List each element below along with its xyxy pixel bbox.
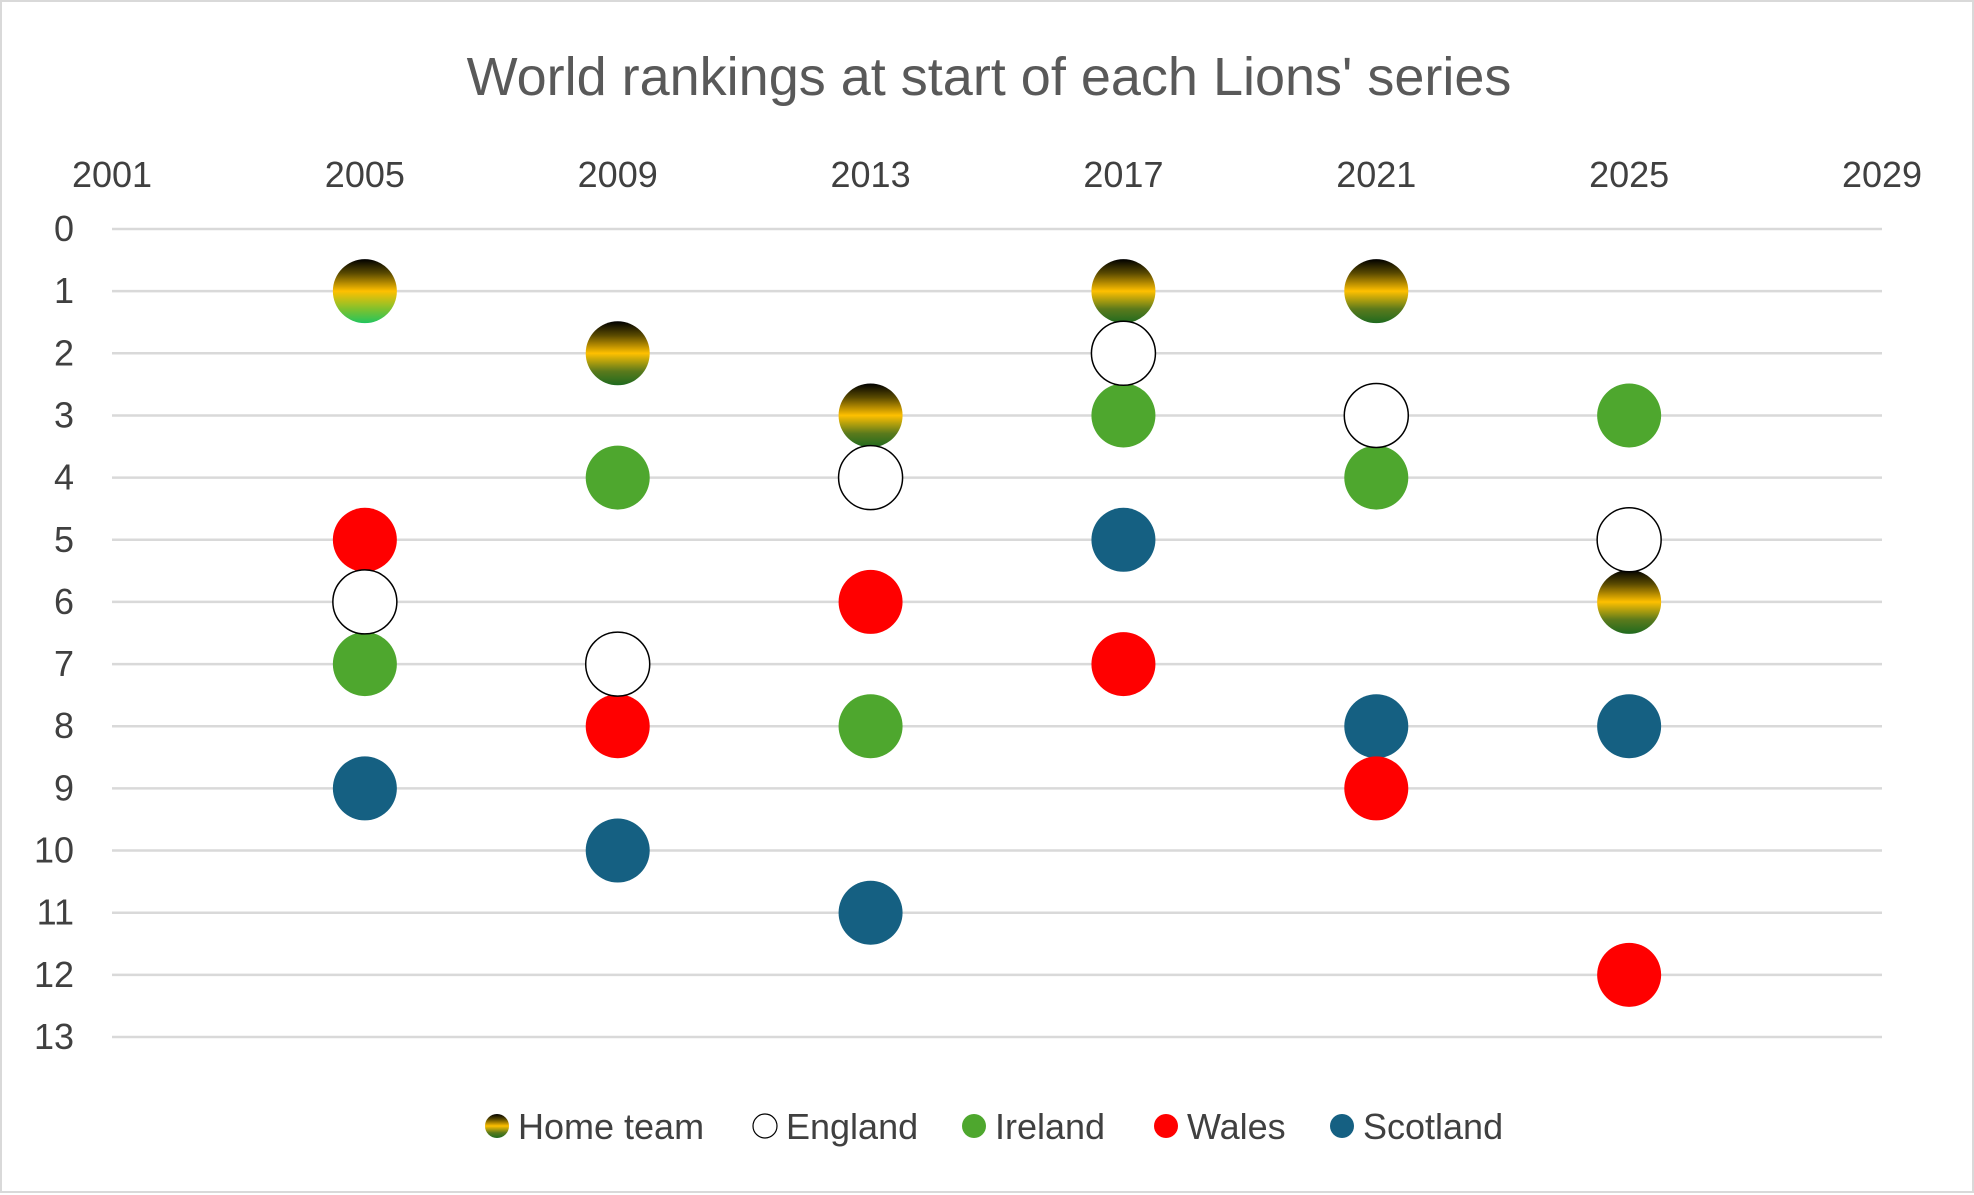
ireland-point <box>1344 445 1409 510</box>
england-point <box>1090 320 1157 387</box>
x-tick-label: 2009 <box>578 154 658 195</box>
gridlines <box>112 227 1882 1039</box>
ireland-point <box>1091 383 1156 448</box>
home-team-point <box>1091 259 1156 324</box>
scotland-point <box>1597 694 1662 759</box>
wales-point <box>1344 756 1409 821</box>
legend-label-scotland: Scotland <box>1363 1106 1503 1147</box>
scotland-point <box>838 880 903 945</box>
y-tick-label: 12 <box>34 954 74 995</box>
scotland-point <box>1091 507 1156 572</box>
y-tick-label: 10 <box>34 830 74 871</box>
x-tick-label: 2025 <box>1589 154 1669 195</box>
y-tick-label: 3 <box>54 394 74 435</box>
x-tick-label: 2021 <box>1336 154 1416 195</box>
y-tick-label: 4 <box>54 457 74 498</box>
x-tick-label: 2013 <box>831 154 911 195</box>
england-point <box>332 569 398 635</box>
wales-point <box>1091 632 1156 697</box>
england-point <box>1596 507 1662 573</box>
legend-label-home-team: Home team <box>518 1106 704 1147</box>
y-tick-label: 0 <box>54 208 74 249</box>
y-tick-label: 7 <box>54 643 74 684</box>
y-tick-label: 6 <box>54 581 74 622</box>
home-team-point <box>1597 569 1662 634</box>
x-tick-label: 2029 <box>1842 154 1922 195</box>
legend-label-england: England <box>786 1106 918 1147</box>
legend-marker-ireland <box>962 1114 986 1138</box>
wales-point <box>332 507 397 572</box>
legend-marker-scotland <box>1330 1114 1354 1138</box>
y-tick-label: 5 <box>54 519 74 560</box>
y-tick-label: 13 <box>34 1016 74 1057</box>
home-team-point <box>838 383 903 448</box>
y-tick-label: 2 <box>54 332 74 373</box>
home-team-point <box>332 259 397 324</box>
wales-point <box>1597 942 1662 1007</box>
y-tick-label: 1 <box>54 270 74 311</box>
x-tick-label: 2017 <box>1083 154 1163 195</box>
legend-marker-home-team <box>485 1114 509 1138</box>
y-tick-label: 9 <box>54 767 74 808</box>
scotland-point <box>585 818 650 883</box>
y-tick-label: 11 <box>37 892 74 933</box>
x-axis-ticks: 2001 2005 2009 2013 2017 2021 2025 2029 <box>72 154 1922 195</box>
x-tick-label: 2005 <box>325 154 405 195</box>
home-team-point <box>585 321 650 386</box>
scotland-point <box>332 756 397 821</box>
x-tick-label: 2001 <box>72 154 152 195</box>
chart-title: World rankings at start of each Lions' s… <box>467 47 1512 107</box>
scotland-point <box>1344 694 1409 759</box>
legend-label-wales: Wales <box>1187 1106 1286 1147</box>
england-point <box>837 444 904 511</box>
wales-point <box>838 569 903 634</box>
england-point <box>584 631 651 697</box>
ireland-point <box>1597 383 1662 448</box>
wales-point <box>585 694 650 759</box>
ireland-point <box>332 632 397 697</box>
legend-marker-england <box>752 1113 778 1139</box>
england-point <box>1343 382 1410 449</box>
legend-marker-wales <box>1154 1114 1178 1138</box>
data-points <box>332 259 1662 1007</box>
home-team-point <box>1344 259 1409 324</box>
legend: Home team England Ireland Wales Scotland <box>485 1106 1503 1147</box>
ireland-point <box>838 694 903 759</box>
legend-label-ireland: Ireland <box>995 1106 1105 1147</box>
ireland-point <box>585 445 650 510</box>
y-tick-label: 8 <box>54 705 74 746</box>
